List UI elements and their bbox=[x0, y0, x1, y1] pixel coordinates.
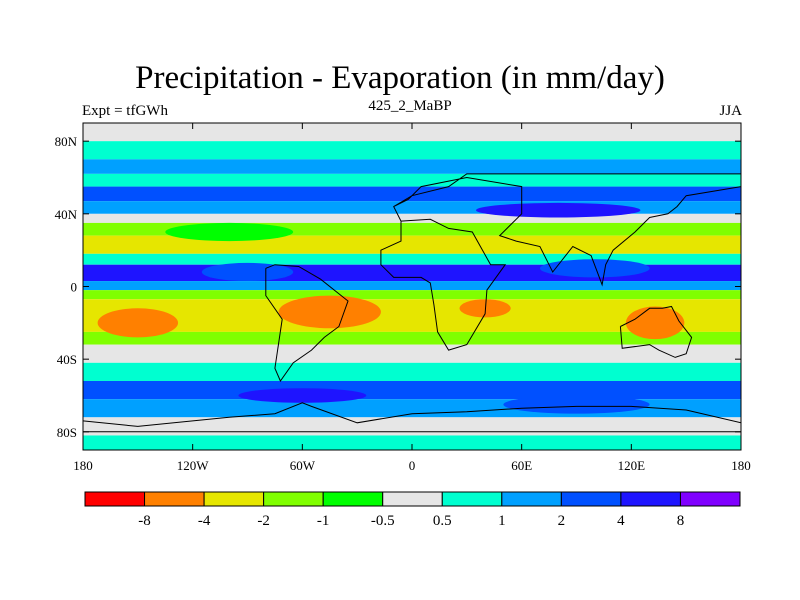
period-label: 425_2_MaBP bbox=[368, 98, 452, 114]
colorbar-box-8 bbox=[560, 491, 622, 507]
contour-band-6 bbox=[83, 213, 741, 223]
colorbar-box-10 bbox=[679, 491, 741, 507]
contour-feature-0 bbox=[97, 308, 179, 338]
x-tick-label-1: 120W bbox=[177, 458, 210, 473]
contour-feature-4 bbox=[201, 262, 294, 282]
contour-feature-9 bbox=[503, 395, 650, 414]
contour-band-3 bbox=[83, 173, 741, 187]
colorbar-box-4 bbox=[322, 491, 384, 507]
contour-band-15 bbox=[83, 344, 741, 363]
contour-band-1 bbox=[83, 141, 741, 160]
x-tick-label-3: 0 bbox=[409, 458, 416, 473]
coastlines bbox=[83, 173, 741, 433]
colorbar-label-1: -4 bbox=[198, 513, 211, 529]
colorbar-label-3: -1 bbox=[317, 513, 330, 529]
colorbar-label-5: 0.5 bbox=[433, 513, 452, 529]
colorbar: -8 -4 -2 -1 -0.5 0.5 1 2 4 8 bbox=[84, 491, 741, 529]
y-tick-label-0: 80N bbox=[55, 134, 78, 149]
y-tick-label-2: 0 bbox=[71, 280, 78, 295]
coastline-0 bbox=[380, 218, 507, 351]
contour-feature-1 bbox=[278, 295, 381, 329]
contour-band-19 bbox=[83, 417, 741, 436]
colorbar-box-5 bbox=[382, 491, 443, 507]
contour-feature-5 bbox=[539, 259, 650, 278]
colorbar-label-9: 8 bbox=[677, 513, 685, 529]
colorbar-label-2: -2 bbox=[257, 513, 270, 529]
colorbar-label-8: 4 bbox=[617, 513, 625, 529]
colorbar-box-2 bbox=[203, 491, 265, 507]
x-tick-label-2: 60W bbox=[290, 458, 316, 473]
colorbar-label-7: 2 bbox=[558, 513, 566, 529]
coastline-4 bbox=[83, 402, 741, 433]
contour-band-17 bbox=[83, 380, 741, 400]
contour-band-4 bbox=[83, 186, 741, 202]
contour-band-11 bbox=[83, 281, 741, 291]
colorbar-box-6 bbox=[441, 491, 503, 507]
colorbar-label-0: -8 bbox=[138, 513, 151, 529]
contour-band-14 bbox=[83, 331, 741, 345]
contour-band-8 bbox=[83, 235, 741, 254]
y-tick-label-1: 40N bbox=[55, 207, 78, 222]
x-tick-label-5: 120E bbox=[618, 458, 646, 473]
colorbar-box-7 bbox=[501, 491, 562, 507]
contour-feature-8 bbox=[238, 388, 367, 403]
y-tick-label-4: 80S bbox=[57, 425, 77, 440]
x-tick-label-4: 60E bbox=[511, 458, 532, 473]
contour-band-16 bbox=[83, 362, 741, 381]
colorbar-box-3 bbox=[263, 491, 324, 507]
axes: 80N 40N 0 40S 80S 180 120W 60W 0 60E 120E 180 bbox=[55, 123, 751, 473]
colorbar-box-9 bbox=[620, 491, 681, 507]
colorbar-label-6: 1 bbox=[498, 513, 506, 529]
contour-band-2 bbox=[83, 159, 741, 174]
contour-feature-7 bbox=[475, 202, 641, 218]
experiment-label: Expt = tfGWh bbox=[82, 103, 168, 119]
contour-feature-3 bbox=[625, 306, 685, 340]
contour-features bbox=[97, 202, 685, 414]
season-label: JJA bbox=[719, 103, 742, 119]
contour-band-0 bbox=[83, 123, 741, 142]
colorbar-label-4: -0.5 bbox=[371, 513, 395, 529]
contour-band-9 bbox=[83, 253, 741, 265]
coastline-2 bbox=[265, 264, 349, 383]
colorbar-box-0 bbox=[84, 491, 146, 507]
contour-band-20 bbox=[83, 435, 741, 450]
contour-band-12 bbox=[83, 290, 741, 300]
plot-title: Precipitation - Evaporation (in mm/day) bbox=[135, 60, 665, 96]
colorbar-box-1 bbox=[144, 491, 205, 507]
x-tick-label-6: 180 bbox=[731, 458, 751, 473]
x-tick-label-0: 180 bbox=[73, 458, 93, 473]
contour-band-5 bbox=[83, 201, 741, 214]
coastline-1 bbox=[393, 173, 741, 287]
y-tick-label-3: 40S bbox=[57, 352, 77, 367]
coastline-3 bbox=[619, 305, 693, 358]
contour-feature-6 bbox=[165, 222, 294, 242]
